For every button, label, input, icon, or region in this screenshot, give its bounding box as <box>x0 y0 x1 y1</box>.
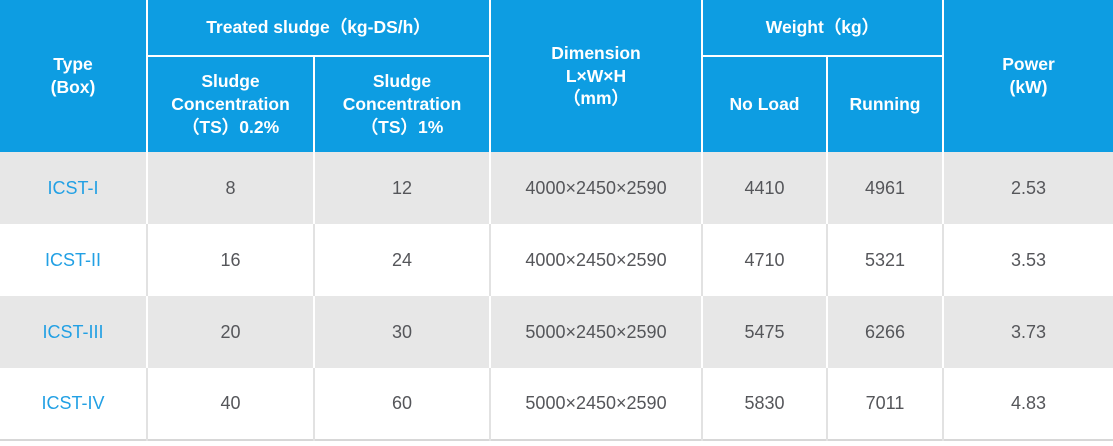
header-type-box: Type (Box) <box>0 0 147 152</box>
no-load-value: 5830 <box>701 368 827 440</box>
header-no-load: No Load <box>701 56 827 152</box>
power-value: 2.53 <box>942 152 1113 224</box>
running-value: 5321 <box>826 224 943 296</box>
table-row-icst-3: ICST-III 20 30 5000×2450×2590 5475 6266 … <box>0 296 1113 368</box>
header-sub-row: Sludge Concentration （TS）0.2% Sludge Con… <box>0 56 1113 152</box>
dimension-value: 4000×2450×2590 <box>489 224 702 296</box>
spec-table-header: Type (Box) Treated sludge（kg-DS/h） Dimen… <box>0 0 1113 152</box>
type-label: ICST-IV <box>0 368 147 440</box>
no-load-value: 4710 <box>701 224 827 296</box>
no-load-value: 4410 <box>701 152 827 224</box>
ts1-value: 12 <box>313 152 490 224</box>
dimension-value: 5000×2450×2590 <box>489 296 702 368</box>
ts02-value: 16 <box>146 224 314 296</box>
table-row-icst-2: ICST-II 16 24 4000×2450×2590 4710 5321 3… <box>0 224 1113 296</box>
header-treated-sludge-group: Treated sludge（kg-DS/h） <box>146 0 490 57</box>
running-value: 6266 <box>826 296 943 368</box>
dimension-value: 4000×2450×2590 <box>489 152 702 224</box>
header-weight-group: Weight（kg） <box>701 0 943 57</box>
header-sludge-concentration-1: Sludge Concentration （TS）1% <box>313 56 490 152</box>
header-power: Power (kW) <box>942 0 1113 152</box>
ts02-value: 20 <box>146 296 314 368</box>
power-value: 3.73 <box>942 296 1113 368</box>
header-running: Running <box>826 56 943 152</box>
type-label: ICST-III <box>0 296 147 368</box>
type-label: ICST-II <box>0 224 147 296</box>
ts1-value: 24 <box>313 224 490 296</box>
header-group-row: Type (Box) Treated sludge（kg-DS/h） Dimen… <box>0 0 1113 152</box>
ts1-value: 60 <box>313 368 490 440</box>
header-sludge-concentration-02: Sludge Concentration （TS）0.2% <box>146 56 314 152</box>
table-row-icst-4: ICST-IV 40 60 5000×2450×2590 5830 7011 4… <box>0 368 1113 440</box>
running-value: 4961 <box>826 152 943 224</box>
spec-table-body: ICST-I 8 12 4000×2450×2590 4410 4961 2.5… <box>0 152 1113 440</box>
ts02-value: 8 <box>146 152 314 224</box>
dimension-value: 5000×2450×2590 <box>489 368 702 440</box>
type-label: ICST-I <box>0 152 147 224</box>
ts1-value: 30 <box>313 296 490 368</box>
header-dimension: Dimension L×W×H （mm） <box>489 0 702 152</box>
running-value: 7011 <box>826 368 943 440</box>
ts02-value: 40 <box>146 368 314 440</box>
power-value: 3.53 <box>942 224 1113 296</box>
table-row-icst-1: ICST-I 8 12 4000×2450×2590 4410 4961 2.5… <box>0 152 1113 224</box>
no-load-value: 5475 <box>701 296 827 368</box>
power-value: 4.83 <box>942 368 1113 440</box>
